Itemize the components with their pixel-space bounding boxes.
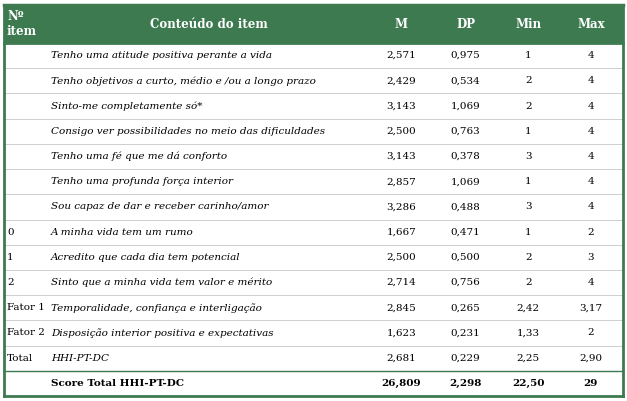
Text: 3,286: 3,286: [386, 203, 416, 211]
Text: 1,069: 1,069: [451, 101, 480, 111]
Text: Sou capaz de dar e receber carinho/amor: Sou capaz de dar e receber carinho/amor: [51, 203, 268, 211]
Text: Tenho uma fé que me dá conforto: Tenho uma fé que me dá conforto: [51, 152, 227, 161]
Text: 1,623: 1,623: [386, 328, 416, 338]
Text: 2: 2: [525, 76, 532, 85]
Text: Sinto que a minha vida tem valor e mérito: Sinto que a minha vida tem valor e mérit…: [51, 278, 272, 287]
Text: 2,298: 2,298: [450, 379, 482, 388]
Text: 4: 4: [587, 51, 594, 60]
Text: Fator 1: Fator 1: [7, 303, 45, 312]
Text: 26,809: 26,809: [381, 379, 421, 388]
Text: 22,50: 22,50: [512, 379, 544, 388]
Text: Min: Min: [515, 18, 541, 30]
Text: 2: 2: [525, 101, 532, 111]
Text: 3: 3: [525, 203, 532, 211]
Text: 2,429: 2,429: [386, 76, 416, 85]
Text: 2: 2: [7, 278, 14, 287]
Text: Acredito que cada dia tem potencial: Acredito que cada dia tem potencial: [51, 253, 240, 262]
Text: Max: Max: [577, 18, 604, 30]
Text: Score Total HHI-PT-DC: Score Total HHI-PT-DC: [51, 379, 184, 388]
Text: 2,681: 2,681: [386, 354, 416, 363]
Text: 2,500: 2,500: [386, 253, 416, 262]
Text: 4: 4: [587, 127, 594, 136]
Text: 1: 1: [525, 228, 532, 237]
Text: 0,534: 0,534: [451, 76, 480, 85]
Text: 4: 4: [587, 101, 594, 111]
Text: Consigo ver possibilidades no meio das dificuldades: Consigo ver possibilidades no meio das d…: [51, 127, 325, 136]
Text: 1: 1: [525, 177, 532, 186]
Text: Tenho uma atitude positiva perante a vida: Tenho uma atitude positiva perante a vid…: [51, 51, 271, 60]
Text: 0,488: 0,488: [451, 203, 480, 211]
Text: 2,42: 2,42: [517, 303, 540, 312]
Text: 2,90: 2,90: [579, 354, 603, 363]
Text: 3: 3: [525, 152, 532, 161]
Text: 0,231: 0,231: [451, 328, 480, 338]
Text: A minha vida tem um rumo: A minha vida tem um rumo: [51, 228, 194, 237]
Text: 1,069: 1,069: [451, 177, 480, 186]
Text: 0: 0: [7, 228, 14, 237]
Bar: [4, 5, 623, 43]
Text: 0,378: 0,378: [451, 152, 480, 161]
Text: Disposição interior positiva e expectativas: Disposição interior positiva e expectati…: [51, 328, 273, 338]
Text: 0,265: 0,265: [451, 303, 480, 312]
Text: HHI-PT-DC: HHI-PT-DC: [51, 354, 108, 363]
Text: DP: DP: [456, 18, 475, 30]
Text: 2,25: 2,25: [517, 354, 540, 363]
Text: Conteúdo do item: Conteúdo do item: [149, 18, 267, 30]
Text: 2,571: 2,571: [386, 51, 416, 60]
Text: 2: 2: [525, 278, 532, 287]
Text: Total: Total: [7, 354, 33, 363]
Text: Fator 2: Fator 2: [7, 328, 45, 338]
Text: Tenho uma profunda força interior: Tenho uma profunda força interior: [51, 177, 233, 186]
Text: 4: 4: [587, 203, 594, 211]
Text: 2: 2: [587, 228, 594, 237]
Text: 29: 29: [584, 379, 598, 388]
Text: 3,143: 3,143: [386, 152, 416, 161]
Text: 2: 2: [587, 328, 594, 338]
Text: 1: 1: [7, 253, 14, 262]
Text: 1,667: 1,667: [386, 228, 416, 237]
Text: Nº
item: Nº item: [7, 10, 37, 38]
Text: 2,714: 2,714: [386, 278, 416, 287]
Text: 0,756: 0,756: [451, 278, 480, 287]
Text: 0,229: 0,229: [451, 354, 480, 363]
Text: 2: 2: [525, 253, 532, 262]
Text: Temporalidade, confiança e interligação: Temporalidade, confiança e interligação: [51, 303, 261, 313]
Text: 0,471: 0,471: [451, 228, 480, 237]
Text: 3,17: 3,17: [579, 303, 603, 312]
Text: 1,33: 1,33: [517, 328, 540, 338]
Text: 2,500: 2,500: [386, 127, 416, 136]
Text: 2,845: 2,845: [386, 303, 416, 312]
Text: 1: 1: [525, 127, 532, 136]
Text: 2,857: 2,857: [386, 177, 416, 186]
Text: 1: 1: [525, 51, 532, 60]
Text: 4: 4: [587, 177, 594, 186]
Text: 0,975: 0,975: [451, 51, 480, 60]
Text: 4: 4: [587, 152, 594, 161]
Text: 0,500: 0,500: [451, 253, 480, 262]
Text: 4: 4: [587, 76, 594, 85]
Text: 3,143: 3,143: [386, 101, 416, 111]
Text: 4: 4: [587, 278, 594, 287]
Text: Sinto-me completamente só*: Sinto-me completamente só*: [51, 101, 203, 111]
Text: 3: 3: [587, 253, 594, 262]
Text: 0,763: 0,763: [451, 127, 480, 136]
Text: M: M: [395, 18, 408, 30]
Text: Tenho objetivos a curto, médio e /ou a longo prazo: Tenho objetivos a curto, médio e /ou a l…: [51, 76, 315, 85]
